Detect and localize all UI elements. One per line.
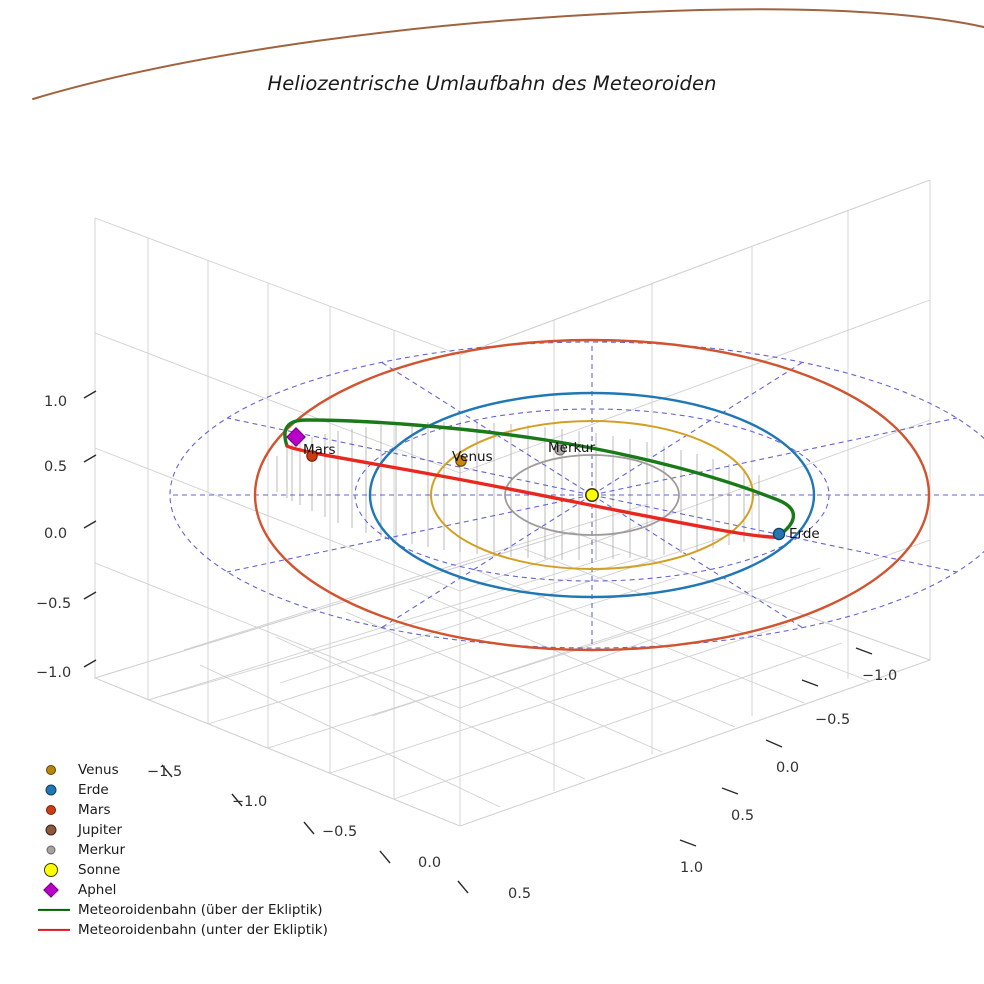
marker-aphel (286, 427, 306, 447)
legend-label-merkur: Merkur (78, 842, 126, 858)
axes-panes (93, 179, 932, 827)
legend-label-erde: Erde (78, 782, 109, 798)
legend-label-aphel: Aphel (78, 882, 117, 898)
legend-label-mars: Mars (78, 802, 111, 818)
marker-erde (772, 527, 786, 541)
label-mars: Mars (303, 442, 336, 458)
legend-marker-aphel (36, 880, 78, 900)
orbit-venus (430, 420, 754, 570)
legend-marker-meteoroid-above (36, 900, 78, 920)
y-tick-label-0: −1.0 (862, 668, 898, 684)
z-tick-label-2: 0.0 (44, 526, 68, 542)
legend-label-jupiter: Jupiter (78, 822, 123, 838)
orbit-mars (253, 338, 931, 652)
legend-item-aphel[interactable]: Aphel (36, 880, 336, 900)
marker-merkur (554, 444, 566, 456)
x-tick-label-5: 1.0 (680, 860, 704, 876)
ecliptic-polar-grid (169, 341, 984, 649)
legend-marker-merkur (36, 840, 78, 860)
legend-item-meteoroid-above[interactable]: Meteoroidenbahn (über der Ekliptik) (36, 900, 336, 920)
x-tick-label-1: −1.0 (232, 794, 268, 810)
z-tick-label-3: −0.5 (36, 596, 72, 612)
legend-marker-mars (36, 800, 78, 820)
meteoroid-orbit-below-ecliptic (285, 444, 784, 539)
legend-item-sonne[interactable]: Sonne (36, 860, 336, 880)
marker-mars (306, 450, 318, 462)
legend-label-sonne: Sonne (78, 862, 121, 878)
label-merkur: Merkur (548, 440, 596, 456)
legend-label-meteoroid-below: Meteoroidenbahn (unter der Ekliptik) (78, 922, 328, 938)
y-tick-label-1: −0.5 (815, 712, 851, 728)
x-tick-label-4: 0.5 (508, 886, 532, 902)
legend-marker-erde (36, 780, 78, 800)
legend-item-venus[interactable]: Venus (36, 760, 336, 780)
meteoroid-orbit-above-ecliptic (283, 418, 795, 535)
legend-marker-venus (36, 760, 78, 780)
z-tick-label-0: 1.0 (44, 394, 68, 410)
label-venus: Venus (452, 449, 493, 465)
axis-tick-marks (83, 390, 873, 894)
page-title: Heliozentrische Umlaufbahn des Meteoroid… (267, 72, 717, 95)
y-tick-label-2: 0.0 (776, 760, 800, 776)
legend-item-merkur[interactable]: Merkur (36, 840, 336, 860)
legend: Venus Erde Mars Jupiter Merkur (36, 760, 336, 940)
legend-marker-sonne (36, 860, 78, 880)
z-tick-label-4: −1.0 (36, 665, 72, 681)
x-tick-label-3: 0.0 (418, 855, 442, 871)
legend-item-mars[interactable]: Mars (36, 800, 336, 820)
legend-marker-meteoroid-below (36, 920, 78, 940)
body-markers (286, 427, 786, 541)
x-tick-label-0: −1.5 (147, 764, 183, 780)
orbit-earth (368, 391, 816, 599)
legend-item-jupiter[interactable]: Jupiter (36, 820, 336, 840)
marker-sonne (584, 487, 599, 502)
legend-marker-jupiter (36, 820, 78, 840)
y-tick-label-3: 0.5 (731, 808, 755, 824)
label-erde: Erde (789, 526, 820, 542)
orbit-mercury (504, 454, 680, 536)
legend-label-venus: Venus (78, 762, 119, 778)
legend-item-erde[interactable]: Erde (36, 780, 336, 800)
orbit-jupiter (32, 8, 984, 100)
x-tick-label-2: −0.5 (322, 824, 358, 840)
legend-item-meteoroid-below[interactable]: Meteoroidenbahn (unter der Ekliptik) (36, 920, 336, 940)
z-tick-label-1: 0.5 (44, 459, 68, 475)
marker-venus (455, 455, 467, 467)
legend-label-meteoroid-above: Meteoroidenbahn (über der Ekliptik) (78, 902, 323, 918)
